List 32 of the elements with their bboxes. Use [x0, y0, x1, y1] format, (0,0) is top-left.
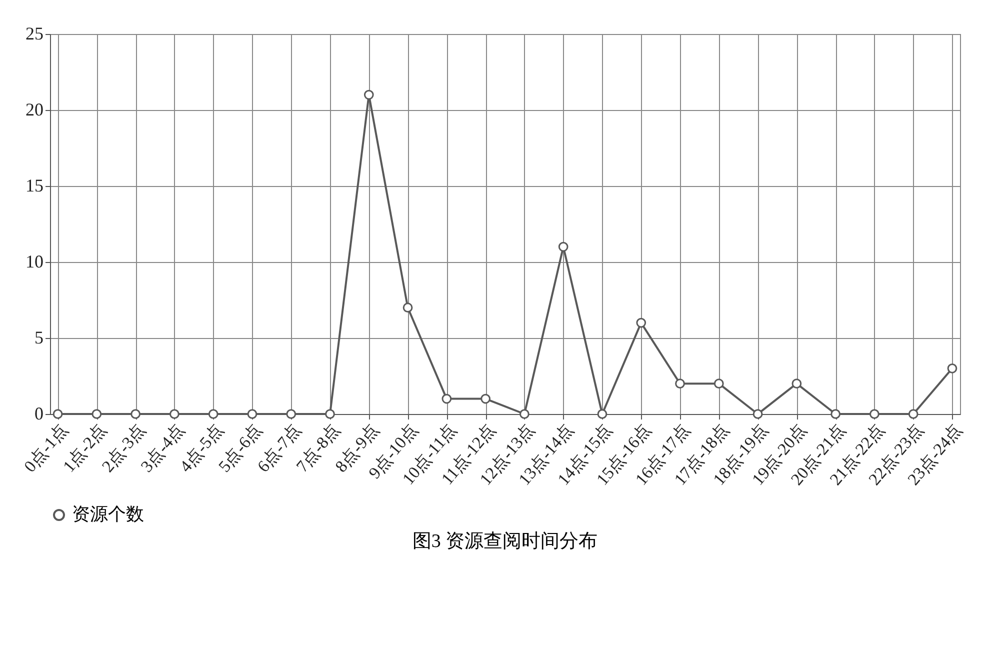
point: [597, 409, 608, 419]
point: [130, 409, 140, 419]
point: [52, 409, 63, 419]
point: [714, 378, 724, 389]
point: [480, 394, 490, 404]
point: [908, 409, 918, 419]
y-tick-label: 25: [26, 24, 44, 44]
legend-label: 资源个数: [72, 504, 144, 524]
point: [752, 409, 763, 419]
y-tick-label: 15: [26, 176, 44, 196]
point: [364, 90, 374, 100]
y-tick-label: 0: [34, 404, 44, 424]
point: [170, 409, 180, 419]
point: [208, 409, 218, 419]
point: [558, 242, 568, 252]
point: [402, 302, 413, 313]
point: [325, 409, 335, 419]
point: [870, 409, 880, 419]
point: [830, 409, 840, 419]
y-tick-label: 10: [26, 252, 44, 272]
point: [520, 409, 530, 419]
y-tick-label: 20: [26, 100, 44, 120]
point: [792, 378, 802, 389]
point: [636, 318, 646, 328]
point: [92, 409, 102, 419]
point: [286, 409, 296, 419]
point: [442, 394, 452, 404]
point: [247, 409, 258, 419]
point: [947, 363, 958, 374]
y-tick-label: 5: [34, 328, 44, 348]
caption: 图3 资源查阅时间分布: [412, 531, 598, 552]
point: [675, 378, 685, 389]
